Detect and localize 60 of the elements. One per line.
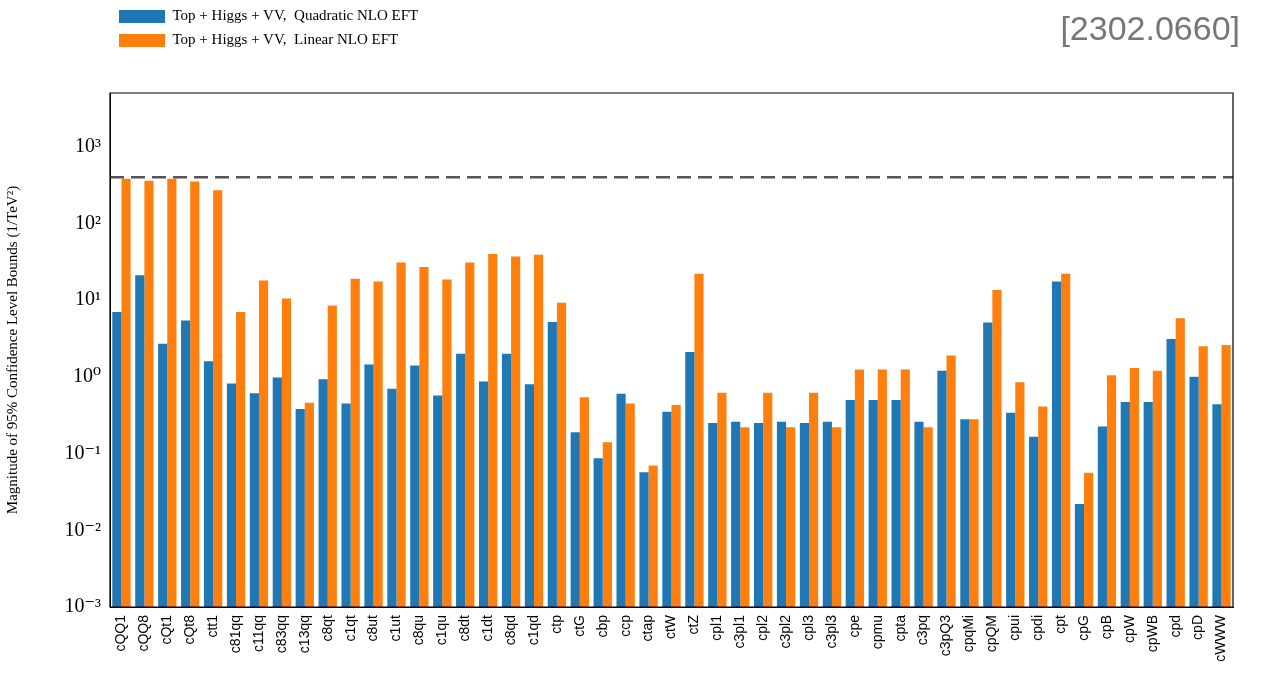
- x-tick-label: c1qu: [433, 615, 450, 646]
- x-tick-label: ctG: [570, 615, 587, 637]
- x-tick-label: cpB: [1097, 615, 1114, 640]
- x-tick-label: cpta: [891, 614, 908, 642]
- x-tick-label: cpl2: [754, 614, 771, 641]
- x-tick-label: cWWW: [1212, 614, 1229, 662]
- x-tick-label: ctZ: [685, 614, 702, 635]
- x-tick-label: cbp: [593, 614, 610, 638]
- x-tick-label: cpQM: [983, 615, 1000, 653]
- x-tick-label: c11qq: [249, 615, 266, 653]
- x-tick-label: cpW: [1120, 614, 1137, 643]
- x-tick-label: cpqMi: [960, 615, 977, 653]
- x-tick-label: c1qt: [341, 614, 358, 642]
- text: [2302.0660]: [1060, 9, 1240, 48]
- y-tick-label: 10⁻¹: [64, 440, 101, 463]
- x-tick-label: ccp: [616, 614, 633, 637]
- x-tick-label: cpG: [1074, 615, 1091, 641]
- x-tick-label: c3pQ3: [937, 614, 954, 657]
- x-tick-label: c8qu: [410, 615, 427, 646]
- x-tick-label: c8ut: [364, 614, 381, 642]
- x-tick-label: c8qd: [501, 615, 518, 646]
- y-tick-label: 10²: [75, 210, 101, 233]
- x-tick-label: cpl1: [708, 614, 725, 641]
- x-tick-label: cpl3: [799, 614, 816, 641]
- x-tick-label: c1qd: [524, 615, 541, 646]
- y-tick-label: 10⁻³: [64, 594, 101, 617]
- x-tick-label: cpe: [845, 614, 862, 638]
- x-tick-label: ctW: [662, 614, 679, 640]
- y-axis-title: Magnitude of 95% Confidence Level Bounds (1/TeV²): [3, 185, 21, 515]
- x-tick-label: cpui: [1006, 615, 1023, 641]
- x-tick-label: cpdi: [1029, 615, 1046, 641]
- x-tick-label: cpmu: [868, 615, 885, 650]
- x-tick-label: c3pl3: [822, 614, 839, 649]
- x-tick-label: cQt1: [158, 614, 175, 645]
- x-tick-label: cpt: [1051, 614, 1068, 634]
- x-tick-label: c8qt: [318, 614, 335, 642]
- x-tick-label: cpD: [1189, 615, 1206, 640]
- x-tick-label: c8dt: [456, 614, 473, 642]
- x-tick-label: c3pq: [914, 615, 931, 646]
- x-tick-label: c3pl1: [731, 614, 748, 649]
- x-tick-label: ctap: [639, 614, 656, 642]
- legend-label: Top + Higgs + VV, Quadratic NLO EFT: [172, 7, 419, 24]
- x-tick-label: c1dt: [479, 614, 496, 642]
- x-tick-label: cQt8: [181, 614, 198, 645]
- y-tick-label: 10⁰: [72, 364, 101, 387]
- x-tick-label: cpd: [1166, 615, 1183, 638]
- x-tick-label: c3pl2: [776, 614, 793, 649]
- x-tick-label: cQQ1: [112, 614, 129, 652]
- y-tick-label: 10¹: [75, 287, 101, 310]
- x-tick-label: cpWB: [1143, 615, 1160, 653]
- y-tick-label: 10⁻²: [64, 517, 101, 540]
- x-tick-label: ctt1: [203, 614, 220, 638]
- x-tick-label: c81qq: [226, 615, 243, 654]
- y-tick-label: 10³: [75, 133, 101, 156]
- x-tick-label: c13qq: [295, 615, 312, 654]
- x-tick-label: cQQ8: [135, 614, 152, 652]
- legend-label: Top + Higgs + VV, Linear NLO EFT: [172, 31, 399, 48]
- x-tick-label: c83qq: [272, 615, 289, 654]
- x-tick-label: c1ut: [387, 614, 404, 642]
- x-tick-label: ctp: [547, 614, 564, 634]
